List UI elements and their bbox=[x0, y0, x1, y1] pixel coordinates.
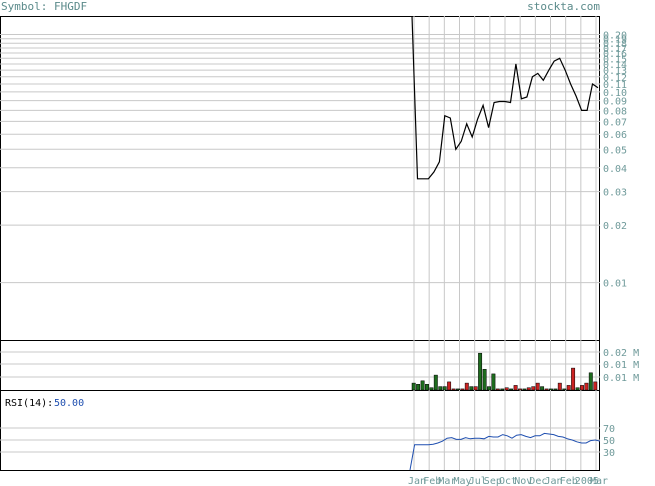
volume-tick-label: 0.01 M bbox=[603, 373, 639, 384]
price-tick-label: 0.15 bbox=[603, 54, 627, 65]
rsi-tick-label: 70 bbox=[603, 424, 615, 435]
x-tick-label: Feb bbox=[423, 476, 441, 486]
price-tick-label: 0.18 bbox=[603, 39, 627, 50]
price-tick-label: 0.17 bbox=[603, 44, 627, 55]
price-tick-label: 0.08 bbox=[603, 106, 627, 117]
rsi-line bbox=[409, 432, 601, 471]
volume-bar bbox=[562, 388, 567, 391]
price-tick-label: 0.12 bbox=[603, 73, 627, 84]
x-tick-label: Jan bbox=[545, 476, 563, 486]
volume-bar bbox=[526, 387, 531, 391]
x-tick-label: Jan bbox=[408, 476, 426, 486]
price-tick-label: 0.16 bbox=[603, 49, 627, 60]
price-tick-label: 0.01 bbox=[603, 279, 627, 290]
price-tick-label: 0.11 bbox=[603, 80, 627, 91]
volume-bar bbox=[580, 385, 584, 391]
volume-bar bbox=[429, 387, 434, 391]
price-tick-label: 0.07 bbox=[603, 117, 627, 128]
volume-bar bbox=[491, 373, 496, 391]
volume-bar bbox=[522, 388, 527, 391]
volume-bar bbox=[588, 372, 593, 391]
volume-panel: 0.02 M0.01 M0.01 M bbox=[0, 340, 639, 391]
volume-bar bbox=[509, 388, 514, 391]
volume-bar bbox=[447, 381, 452, 391]
volume-bar bbox=[411, 382, 416, 391]
price-line bbox=[411, 15, 599, 180]
volume-bar bbox=[416, 384, 421, 391]
volume-bar bbox=[584, 382, 589, 391]
volume-bar bbox=[433, 374, 438, 391]
volume-bar bbox=[487, 386, 491, 391]
x-tick-label: Mar bbox=[590, 476, 608, 486]
volume-bar bbox=[531, 386, 536, 391]
volume-bar bbox=[469, 386, 474, 391]
rsi-tick-label: 50 bbox=[603, 436, 615, 447]
price-tick-label: 0.04 bbox=[603, 164, 627, 175]
site-label[interactable]: stockta.com bbox=[527, 0, 600, 13]
price-tick-label: 0.14 bbox=[603, 60, 627, 71]
price-tick-label: 0.05 bbox=[603, 145, 627, 156]
price-tick-label: 0.02 bbox=[603, 221, 627, 232]
x-tick-label: Nov bbox=[514, 476, 532, 486]
x-tick-label: May bbox=[454, 476, 472, 486]
price-tick-label: 0.09 bbox=[603, 97, 627, 108]
price-panel: 0.200.190.180.170.160.150.140.130.120.11… bbox=[0, 15, 627, 341]
x-tick-label: Oct bbox=[499, 476, 517, 486]
rsi-value: 50.00 bbox=[54, 398, 84, 409]
volume-bar bbox=[438, 386, 443, 391]
volume-bar bbox=[571, 367, 576, 391]
volume-bar bbox=[425, 384, 429, 391]
volume-bar bbox=[513, 385, 518, 391]
volume-bar bbox=[420, 380, 425, 391]
volume-bar bbox=[460, 388, 465, 391]
price-tick-label: 0.20 bbox=[603, 30, 627, 41]
x-tick-label: Feb bbox=[560, 476, 578, 486]
volume-bar bbox=[544, 388, 549, 391]
volume-bar bbox=[553, 388, 558, 391]
panel-frame bbox=[0, 390, 600, 471]
panel-frame bbox=[0, 16, 600, 341]
volume-bar bbox=[473, 386, 478, 391]
x-tick-label: Jul bbox=[469, 476, 487, 486]
volume-bar bbox=[518, 388, 522, 391]
symbol-label: Symbol: FHGDF bbox=[1, 0, 88, 13]
volume-bar bbox=[456, 388, 460, 391]
rsi-tick-label: 30 bbox=[603, 448, 615, 459]
volume-bar bbox=[535, 382, 540, 391]
volume-tick-label: 0.01 M bbox=[603, 360, 639, 371]
volume-bar bbox=[482, 369, 487, 391]
x-tick-label: Dec bbox=[529, 476, 547, 486]
volume-bar bbox=[478, 352, 483, 391]
volume-bar bbox=[575, 387, 580, 391]
price-tick-label: 0.10 bbox=[603, 88, 627, 99]
volume-bar bbox=[593, 381, 598, 391]
price-tick-label: 0.19 bbox=[603, 35, 627, 46]
x-tick-label: Sep bbox=[484, 476, 502, 486]
price-tick-label: 0.06 bbox=[603, 130, 627, 141]
panel-frame bbox=[0, 340, 600, 391]
volume-bar bbox=[451, 388, 456, 391]
x-tick-label: Mar bbox=[438, 476, 456, 486]
volume-bar bbox=[504, 387, 509, 391]
x-tick-label: 2005 bbox=[575, 476, 599, 486]
volume-bar bbox=[540, 386, 545, 391]
volume-bar bbox=[442, 386, 447, 391]
volume-bar bbox=[464, 382, 469, 391]
price-tick-label: 0.13 bbox=[603, 66, 627, 77]
volume-bar bbox=[566, 385, 571, 391]
volume-tick-label: 0.02 M bbox=[603, 348, 639, 359]
rsi-label: RSI(14): bbox=[5, 398, 53, 409]
volume-bar bbox=[549, 388, 553, 391]
price-tick-label: 0.03 bbox=[603, 188, 627, 199]
volume-bar bbox=[495, 388, 500, 391]
volume-bar bbox=[500, 388, 505, 391]
volume-bar bbox=[557, 382, 562, 391]
